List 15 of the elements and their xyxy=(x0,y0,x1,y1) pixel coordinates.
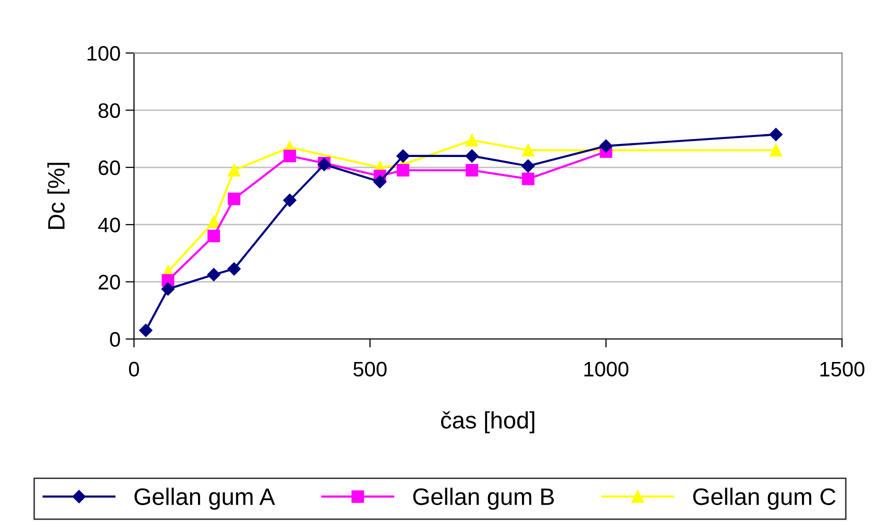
y-tick-label: 20 xyxy=(98,274,120,290)
y-tick-label: 100 xyxy=(88,46,120,61)
x-axis-title: čas [hod] xyxy=(441,411,534,434)
x-tick-label: 1500 xyxy=(820,362,864,377)
y-axis-title: Dc [%] xyxy=(47,162,70,229)
legend-label: Gellan gum A xyxy=(134,488,276,510)
x-tick-label: 500 xyxy=(353,362,387,377)
y-tick-label: 60 xyxy=(98,160,120,176)
legend-label: Gellan gum C xyxy=(693,488,836,510)
x-tick-label: 1000 xyxy=(584,362,628,377)
y-tick-label: 0 xyxy=(110,332,120,347)
y-tick-label: 80 xyxy=(98,103,120,118)
y-tick-label: 40 xyxy=(98,218,120,232)
x-tick-label: 0 xyxy=(129,362,139,377)
legend-label: Gellan gum B xyxy=(413,488,554,510)
